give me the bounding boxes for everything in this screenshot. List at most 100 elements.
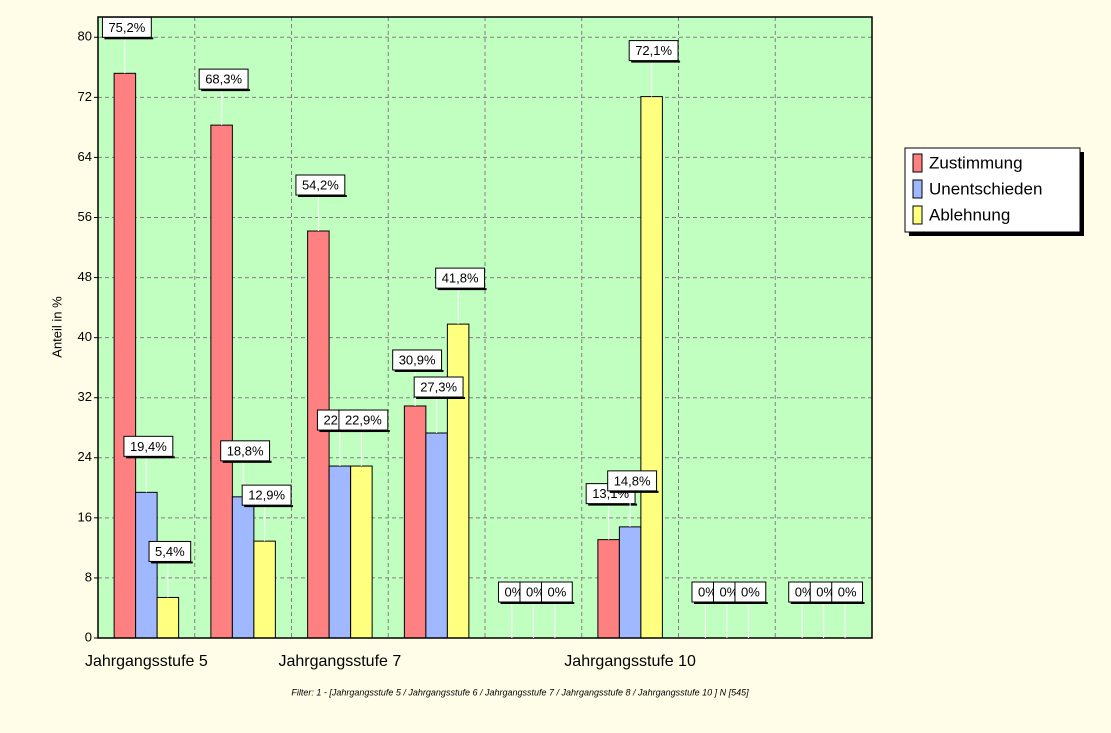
data-label: 22,9%	[338, 409, 390, 433]
data-label-text: 0%	[816, 584, 835, 599]
data-label-shadow	[437, 288, 487, 291]
data-label-shadow	[543, 602, 575, 604]
y-axis-label: Anteil in %	[49, 296, 64, 358]
labels: 75,2% 19,4% 5,4% 68,3% 18,8% 12,9% 54,2% 22,9% 2…	[101, 16, 865, 638]
data-label: 14,8%	[607, 470, 659, 493]
data-label: 30,9%	[392, 349, 444, 372]
y-tick-label: 24	[78, 449, 92, 464]
data-label-text: 54,2%	[302, 177, 339, 192]
y-tick-label: 72	[78, 89, 92, 104]
data-label-text: 0%	[741, 584, 760, 599]
data-label: 0%	[734, 581, 768, 604]
data-label-text: 0%	[838, 584, 857, 599]
legend-label: Ablehnung	[929, 205, 1010, 224]
data-label-shadow	[394, 369, 444, 372]
data-label-shadow	[790, 602, 822, 604]
bar	[328, 465, 352, 639]
data-label-shadow	[416, 397, 466, 400]
data-label-text: 0%	[504, 584, 523, 599]
data-label-text: 68,3%	[205, 72, 242, 87]
bar	[253, 540, 276, 639]
legend: Zustimmung Unentschieden Ablehnung	[904, 147, 1084, 236]
data-label: 27,3%	[413, 376, 466, 400]
legend-label: Unentschieden	[929, 179, 1042, 198]
data-label-shadow	[104, 37, 154, 40]
legend-label: Zustimmung	[929, 153, 1023, 172]
bar	[156, 596, 180, 639]
y-tick-label: 64	[78, 149, 92, 164]
legend-box	[904, 147, 1081, 233]
data-label: 5,4%	[148, 540, 193, 564]
data-label-shadow	[833, 602, 865, 604]
bar	[403, 405, 427, 639]
y-tick-label: 40	[78, 329, 92, 344]
data-label-text: 0%	[526, 584, 545, 599]
data-label-text: 14,8%	[614, 473, 651, 488]
data-label-text: 72,1%	[635, 43, 672, 58]
y-tick-label: 48	[78, 269, 92, 284]
data-label-text: 0%	[547, 584, 566, 599]
legend-swatch	[912, 205, 923, 225]
legend-swatch	[912, 153, 923, 173]
x-tick-label: Jahrgangsstufe 5	[85, 653, 208, 670]
data-label-text: 30,9%	[399, 352, 436, 367]
data-label-text: 41,8%	[442, 271, 479, 286]
y-tick-label: 0	[85, 629, 92, 644]
bar	[135, 491, 158, 639]
data-label-shadow	[812, 602, 844, 604]
plot-frame	[97, 16, 873, 639]
x-tick-label: Jahrgangsstufe 10	[564, 653, 696, 670]
data-label-shadow	[521, 602, 553, 604]
bar	[446, 323, 470, 639]
data-label-shadow	[715, 602, 747, 604]
data-label: 75,2%	[101, 16, 154, 40]
data-label-shadow	[297, 195, 347, 198]
x-tick-label: Jahrgangsstufe 7	[279, 653, 402, 670]
data-label: 12,9%	[241, 484, 294, 508]
y-tick-label: 16	[78, 509, 92, 524]
data-label-text: 27,3%	[420, 379, 457, 394]
data-label: 0%	[540, 581, 575, 604]
data-label-text: 18,8%	[227, 443, 264, 458]
data-label-shadow	[125, 456, 175, 459]
data-label-shadow	[588, 503, 638, 506]
data-label: 54,2%	[295, 174, 347, 198]
bar	[231, 496, 255, 639]
data-label: 68,3%	[198, 68, 251, 92]
data-label-text: 19,4%	[130, 439, 167, 454]
data-label: 41,8%	[435, 267, 487, 291]
bar	[425, 432, 448, 639]
bar	[597, 539, 620, 639]
y-tick-label: 56	[78, 209, 92, 224]
data-label-shadow	[244, 505, 294, 508]
data-label: 72,1%	[628, 40, 681, 63]
y-tick-label: 8	[85, 569, 92, 584]
data-label: 19,4%	[123, 435, 175, 459]
data-label-shadow	[631, 60, 681, 63]
bar	[307, 230, 330, 639]
data-label-text: 0%	[719, 584, 738, 599]
data-label-shadow	[693, 602, 725, 604]
data-label: 18,8%	[220, 440, 272, 463]
data-label-shadow	[151, 561, 193, 564]
data-label-text: 5,4%	[155, 544, 185, 559]
y-tick-label: 32	[78, 389, 92, 404]
data-label: 0%	[831, 581, 865, 604]
data-label-shadow	[222, 460, 272, 463]
data-label-text: 12,9%	[248, 488, 285, 503]
data-label-shadow	[201, 89, 251, 92]
data-label-shadow	[736, 602, 768, 604]
data-label-text: 0%	[698, 584, 717, 599]
data-label-shadow	[609, 490, 659, 493]
legend-swatch	[912, 179, 923, 199]
bar	[113, 72, 137, 639]
data-label-text: 75,2%	[108, 20, 145, 35]
data-label-text: 22,9%	[345, 412, 382, 427]
data-label-shadow	[340, 430, 390, 433]
footnote: Filter: 1 - [Jahrgangsstufe 5 / Jahrgang…	[291, 687, 749, 697]
bar	[210, 124, 233, 639]
data-label-text: 0%	[795, 584, 814, 599]
bar	[640, 96, 663, 639]
bar	[618, 526, 642, 639]
